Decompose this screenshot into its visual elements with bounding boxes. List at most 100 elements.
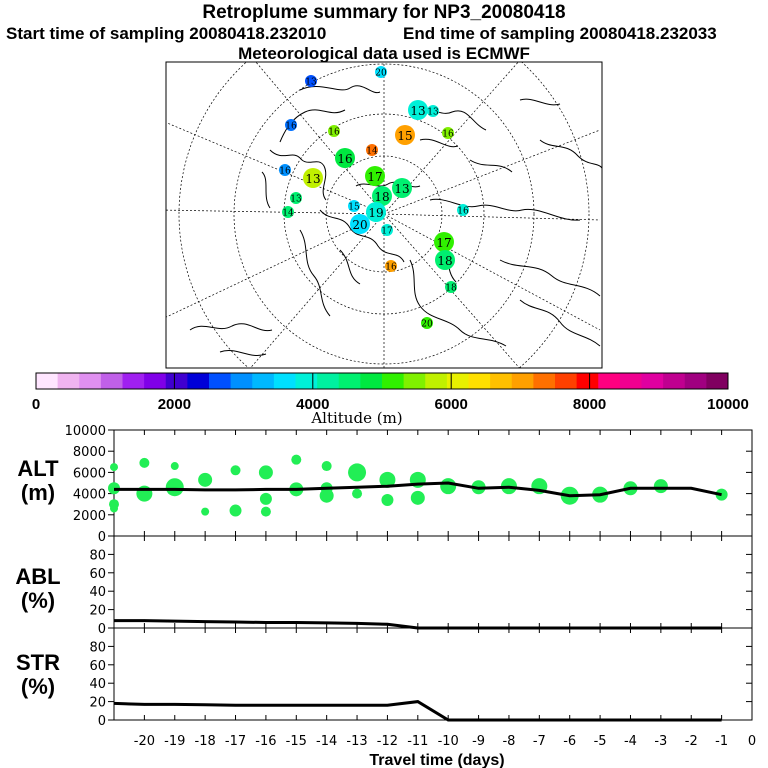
colorbar-cell [403,373,426,389]
colorbar-cell [706,373,729,389]
alt-plume-dot [198,472,213,487]
alt-plume-dot [381,493,394,506]
alt-plume-dot [653,479,668,494]
map-marker [366,202,386,222]
colorbar-cell [490,373,513,389]
str-ytick-label: 60 [89,659,106,674]
x-tick-label: -4 [624,734,637,749]
map-marker-label: 14 [282,209,294,219]
colorbar-cell [230,373,253,389]
map-marker [421,317,433,329]
colorbar-cell [360,373,383,389]
alt-plume-dot [259,492,272,505]
alt-plume-dot [379,471,396,488]
alt-plume-dot [229,504,242,517]
map-marker [375,66,387,78]
map-marker [395,125,415,145]
panel-alt: 0 2000 4000 6000 8000 10000 ALT (m) [17,424,753,545]
alt-plume-dot [291,454,302,465]
start-time-label: Start time of sampling 20080418.232010 [6,24,327,43]
colorbar-cell [57,373,80,389]
x-tick-label: -8 [502,734,515,749]
map-marker [350,214,370,234]
str-ylabel: STR [16,650,60,675]
map-marker-label: 17 [381,227,393,237]
colorbar-cell [273,373,296,389]
alt-ytick-label: 0 [98,530,106,545]
abl-panel-frame [113,535,753,629]
colorbar-cell [79,373,102,389]
map-marker-label: 20 [352,218,367,232]
x-axis-label: Travel time (days) [369,752,504,768]
x-tick-label: -19 [164,734,185,749]
map-marker-label: 16 [457,207,469,217]
x-tick-label: 0 [748,734,756,749]
colorbar-cell [511,373,534,389]
alt-plume-dot [201,507,210,516]
str-panel-frame [113,627,753,721]
colorbar-cell [165,373,188,389]
panel-str: 0 20 40 60 80 STR (%) [16,627,753,729]
map-marker-label: 18 [445,284,457,294]
alt-ytick-label: 4000 [73,488,106,503]
map-marker [385,260,397,272]
map-marker [372,186,392,206]
colorbar-cell [641,373,664,389]
alt-plume-dot [440,478,457,495]
map-marker-label: 19 [368,206,383,220]
colorbar-cell [425,373,448,389]
x-tick-label: -18 [195,734,216,749]
x-tick-label: -2 [685,734,698,749]
x-tick-label: -10 [438,734,459,749]
alt-plume-dot [110,504,118,513]
map-marker [290,192,302,204]
alt-plume-dot [110,463,118,472]
map-marker-label: 13 [290,195,302,205]
alt-plume-dot [258,465,273,480]
map-marker-label: 13 [305,78,317,88]
colorbar-cell [36,373,59,389]
map-marker [285,119,297,131]
x-tick-label: -16 [255,734,276,749]
colorbar-cell [122,373,145,389]
map-marker [282,206,294,218]
end-time-label: End time of sampling 20080418.232033 [403,24,717,43]
map-marker [348,200,360,212]
x-tick-label: -6 [563,734,576,749]
colorbar-cell [533,373,556,389]
colorbar-cell [446,373,469,389]
colorbar-cell [317,373,340,389]
colorbar: 0 2000 4000 6000 8000 10000 Altitude (m) [32,372,749,427]
x-tick-label: -3 [654,734,667,749]
colorbar-cell [576,373,599,389]
colorbar-tick-label: 4000 [296,396,329,413]
x-tick-label: -11 [407,734,428,749]
map-marker-label: 16 [442,130,454,140]
alt-plume-dot [165,478,184,497]
map-marker [335,148,355,168]
map-marker [328,125,340,137]
map-marker-label: 15 [348,203,360,213]
x-tick-label: -15 [286,734,307,749]
colorbar-cell [252,373,275,389]
alt-plume-dot [230,465,241,476]
met-data-label: Meteorological data used is ECMWF [238,44,530,63]
panel-abl: 0 20 40 60 80 ABL (%) [15,535,753,637]
map-marker [445,281,457,293]
colorbar-tick-label: 2000 [158,396,191,413]
map-marker-label: 16 [285,122,297,132]
map-marker [442,127,454,139]
colorbar-tick-label: 10000 [707,396,749,413]
alt-ytick-label: 8000 [73,445,106,460]
map-coastlines [189,85,602,356]
alt-median-line [114,481,722,498]
x-tick-label: -12 [377,734,398,749]
abl-ytick-label: 80 [89,548,106,563]
map-marker [457,204,469,216]
x-tick-label: -1 [715,734,728,749]
x-tick-label: -13 [346,734,367,749]
alt-plume-dot [170,462,179,471]
alt-plume-dot [410,490,425,505]
colorbar-cell [144,373,167,389]
